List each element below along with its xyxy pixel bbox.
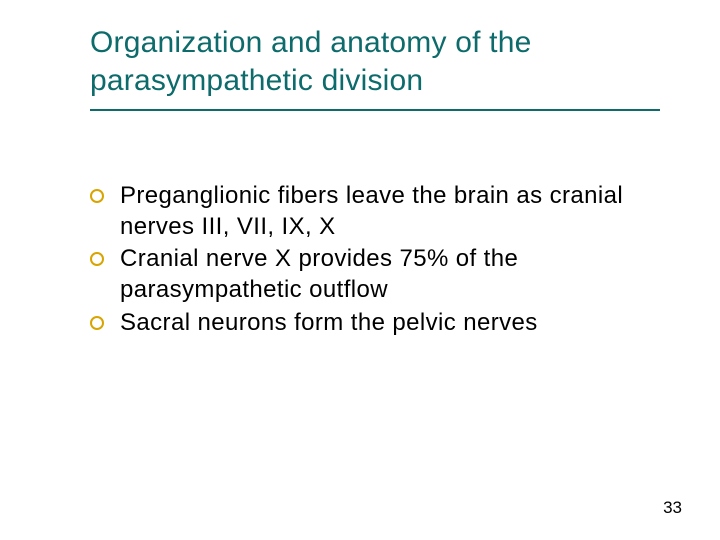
title-underline (90, 109, 660, 111)
slide: Organization and anatomy of the parasymp… (0, 0, 720, 540)
slide-body: Preganglionic fibers leave the brain as … (90, 181, 660, 339)
bullet-text: Sacral neurons form the pelvic nerves (120, 309, 538, 336)
list-item: Cranial nerve X provides 75% of the para… (90, 244, 660, 305)
page-number: 33 (663, 498, 682, 518)
bullet-text: Preganglionic fibers leave the brain as … (120, 182, 623, 240)
slide-title: Organization and anatomy of the parasymp… (90, 24, 660, 99)
bullet-list: Preganglionic fibers leave the brain as … (90, 181, 660, 339)
circle-bullet-icon (90, 252, 104, 266)
bullet-text: Cranial nerve X provides 75% of the para… (120, 245, 518, 303)
circle-bullet-icon (90, 189, 104, 203)
list-item: Preganglionic fibers leave the brain as … (90, 181, 660, 242)
circle-bullet-icon (90, 316, 104, 330)
list-item: Sacral neurons form the pelvic nerves (90, 308, 660, 339)
